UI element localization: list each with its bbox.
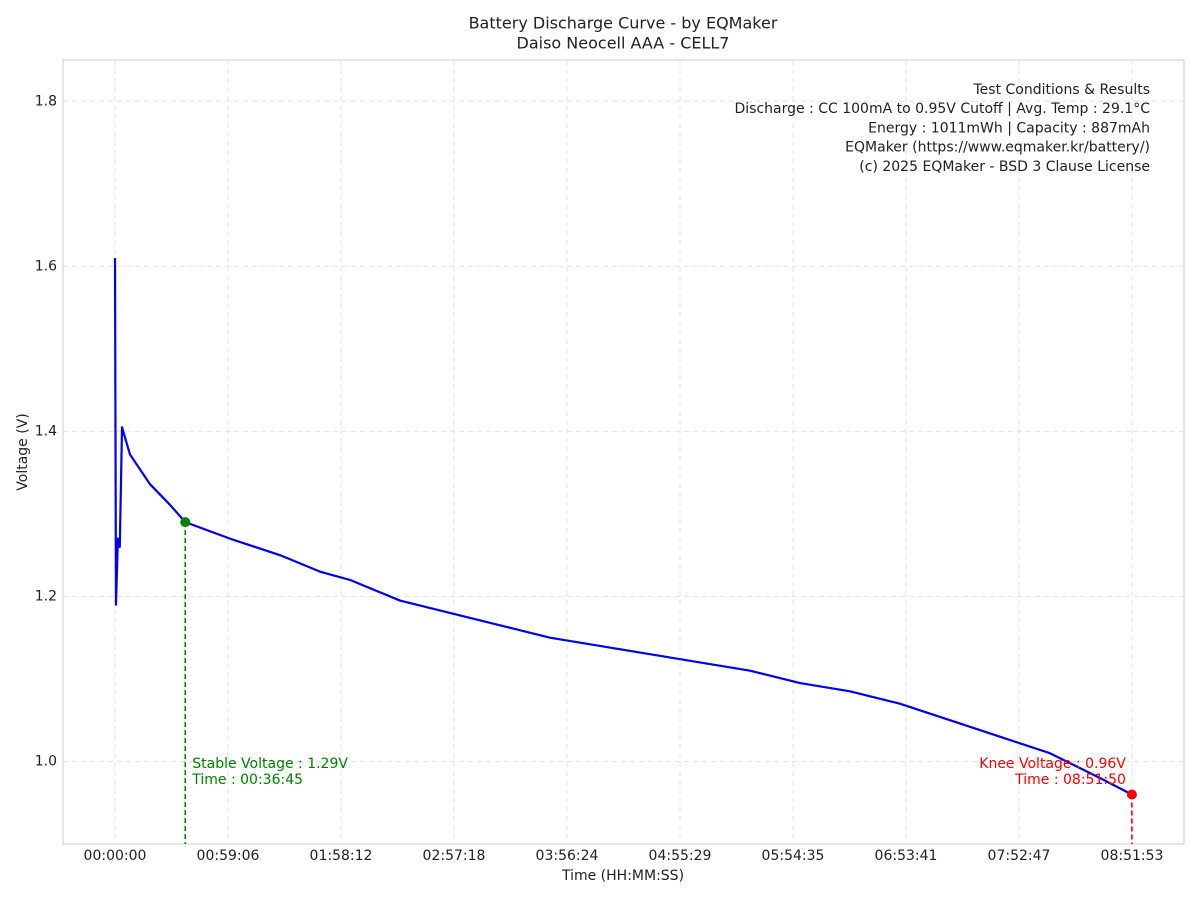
x-tick-label: 00:00:00 [84,848,147,864]
y-tick-label: 1.2 [35,588,57,604]
x-tick-label: 00:59:06 [197,848,260,864]
x-tick-label: 02:57:18 [423,848,486,864]
info-text: Energy : 1011mWh | Capacity : 887mAh [868,120,1150,136]
y-tick-label: 1.0 [35,753,57,769]
info-text: EQMaker (https://www.eqmaker.kr/battery/… [845,140,1150,156]
data-line [113,258,1133,796]
x-tick-label: 06:53:41 [875,848,938,864]
marker-annotation: Time : 00:36:45 [191,772,303,788]
chart-subtitle: Daiso Neocell AAA - CELL7 [517,34,730,53]
info-text: Test Conditions & Results [973,82,1151,98]
marker-annotation: Stable Voltage : 1.29V [192,756,348,772]
marker-annotation: Time : 08:51:50 [1014,772,1126,788]
x-tick-label: 08:51:53 [1101,848,1164,864]
x-tick-label: 05:54:35 [762,848,825,864]
info-text: (c) 2025 EQMaker - BSD 3 Clause License [859,159,1150,175]
y-tick-label: 1.8 [35,93,57,109]
marker-point [180,517,191,528]
plot-frame [62,59,1185,845]
x-axis-label: Time (HH:MM:SS) [561,868,684,884]
marker-annotation: Knee Voltage : 0.96V [979,756,1126,772]
x-tick-label: 01:58:12 [310,848,373,864]
y-tick-label: 1.6 [35,258,57,274]
y-tick-label: 1.4 [35,423,57,439]
y-axis-label: Voltage (V) [15,413,31,490]
x-tick-label: 07:52:47 [988,848,1051,864]
info-text: Discharge : CC 100mA to 0.95V Cutoff | A… [734,101,1150,117]
x-tick-label: 04:55:29 [649,848,712,864]
marker-point [1126,789,1137,800]
chart-title: Battery Discharge Curve - by EQMaker [469,14,778,33]
x-tick-label: 03:56:24 [536,848,599,864]
